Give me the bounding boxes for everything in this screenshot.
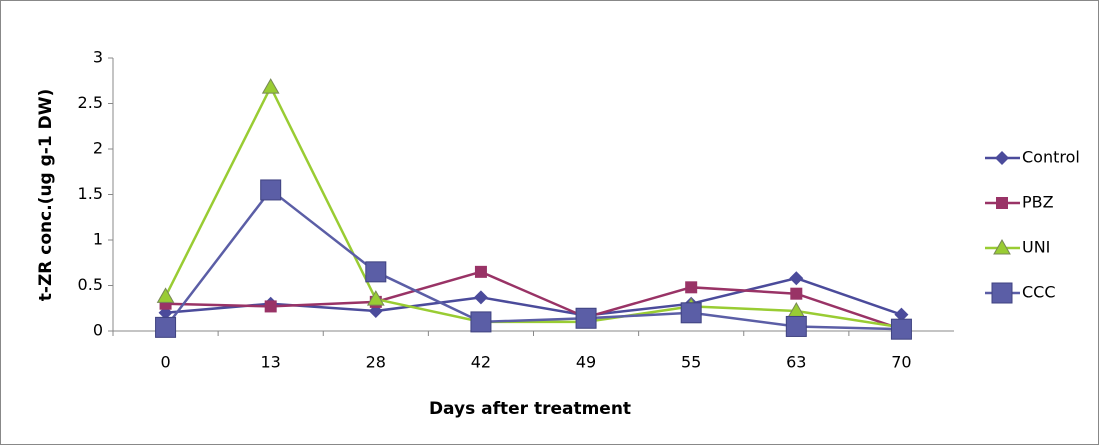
y-tick-label: 2 bbox=[93, 139, 103, 158]
marker bbox=[785, 315, 807, 337]
x-tick-label: 42 bbox=[471, 353, 491, 372]
marker bbox=[473, 290, 488, 305]
marker bbox=[993, 238, 1011, 255]
marker bbox=[366, 290, 385, 306]
y-tick-label: 1.5 bbox=[78, 184, 103, 203]
marker bbox=[894, 307, 909, 322]
marker bbox=[365, 261, 387, 283]
marker bbox=[789, 271, 804, 286]
marker bbox=[991, 282, 1013, 304]
marker bbox=[996, 197, 1008, 209]
marker bbox=[264, 300, 277, 313]
x-axis-title: Days after treatment bbox=[429, 399, 631, 419]
y-tick-label: 3 bbox=[93, 48, 103, 67]
y-axis-title: t-ZR conc.(ug g-1 DW) bbox=[36, 89, 56, 301]
marker bbox=[790, 287, 803, 300]
legend-label: UNI bbox=[1022, 238, 1050, 257]
y-tick-label: 0 bbox=[93, 321, 103, 340]
x-tick-label: 55 bbox=[681, 353, 701, 372]
y-tick-label: 1 bbox=[93, 230, 103, 249]
marker bbox=[680, 302, 702, 324]
y-tick-label: 2.5 bbox=[78, 93, 103, 112]
x-tick-label: 13 bbox=[261, 353, 281, 372]
marker bbox=[890, 318, 912, 340]
legend-label: Control bbox=[1022, 148, 1080, 167]
x-tick-label: 0 bbox=[160, 353, 170, 372]
legend-label: PBZ bbox=[1022, 193, 1054, 212]
marker bbox=[470, 311, 492, 333]
x-tick-label: 70 bbox=[891, 353, 911, 372]
x-tick-label: 49 bbox=[576, 353, 596, 372]
y-tick-label: 0.5 bbox=[78, 275, 103, 294]
marker bbox=[575, 307, 597, 329]
marker bbox=[474, 265, 487, 278]
marker bbox=[995, 151, 1009, 165]
series-line bbox=[164, 188, 902, 331]
x-tick-label: 63 bbox=[786, 353, 806, 372]
x-tick-label: 28 bbox=[366, 353, 386, 372]
legend-label: CCC bbox=[1022, 283, 1056, 302]
marker bbox=[685, 281, 698, 294]
series-line bbox=[165, 270, 902, 331]
marker bbox=[261, 78, 280, 94]
marker bbox=[155, 316, 177, 338]
series-line bbox=[164, 84, 902, 329]
marker bbox=[156, 287, 175, 303]
marker bbox=[260, 179, 282, 201]
